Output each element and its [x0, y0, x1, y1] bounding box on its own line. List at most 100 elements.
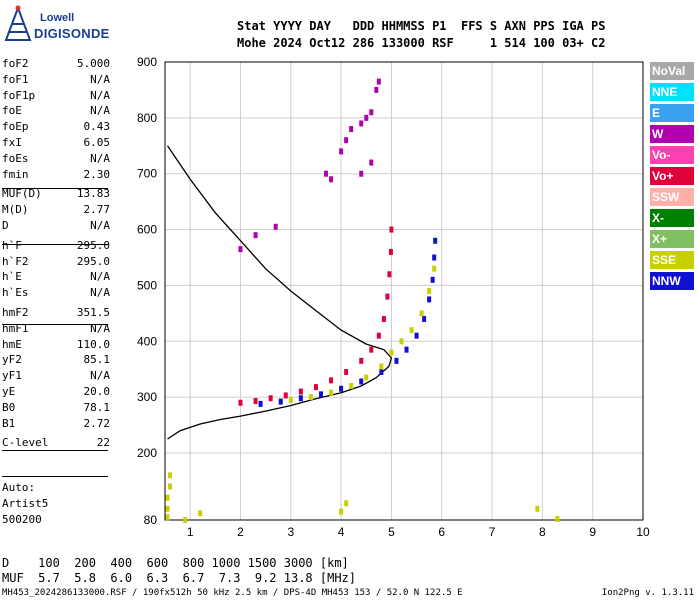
x-tick-label: 7 — [489, 525, 496, 539]
param-value: 78.1 — [83, 400, 111, 414]
param-value: N/A — [90, 151, 110, 165]
echo-point — [364, 374, 369, 381]
echo-point — [369, 109, 374, 116]
param-label: fxI — [2, 135, 22, 149]
x-tick-label: 1 — [187, 525, 194, 539]
lowell-digisonde-logo: Lowell DIGISONDE — [4, 4, 124, 44]
echo-point — [399, 338, 404, 345]
param-row: C-level 22 — [2, 435, 110, 451]
param-value: 22 — [96, 436, 110, 450]
echo-point — [273, 223, 278, 230]
param-row: foF1p N/A — [2, 88, 110, 104]
echo-point — [318, 391, 323, 398]
params-separator-2 — [2, 244, 108, 245]
legend-item: NNE — [650, 83, 694, 101]
chart-grid — [165, 61, 644, 521]
param-value: 2.30 — [83, 167, 111, 181]
param-row: foF1 N/A — [2, 72, 110, 88]
param-row: foEp 0.43 — [2, 119, 110, 135]
param-value: N/A — [90, 218, 110, 232]
param-row: B1 2.72 — [2, 416, 110, 432]
y-tick-label: 600 — [137, 223, 157, 237]
echo-point — [359, 170, 364, 177]
param-label: foEs — [2, 151, 29, 165]
param-value: 0.43 — [83, 120, 111, 134]
param-label: fmin — [2, 167, 29, 181]
param-value: N/A — [90, 286, 110, 300]
y-tick-label: 200 — [137, 446, 157, 460]
echo-point — [268, 395, 273, 402]
param-row: h`F 295.0 — [2, 238, 110, 254]
param-label: hmF1 — [2, 321, 29, 335]
echo-traces — [165, 78, 560, 523]
electron-density-profile — [166, 145, 393, 440]
echo-point — [359, 357, 364, 364]
x-tick-label: 8 — [539, 525, 546, 539]
param-row: M(D) 2.77 — [2, 202, 110, 218]
param-value: N/A — [90, 72, 110, 86]
header-row1: Stat YYYY DAY DDD HHMMSS P1 FFS S AXN PP… — [237, 19, 606, 33]
echo-point — [430, 276, 435, 283]
echo-point — [339, 508, 344, 515]
param-value: 2.72 — [83, 416, 111, 430]
echo-point — [238, 399, 243, 406]
polarization-legend: NoVal NNE E W Vo- Vo+ SSW X- X+ SSE NNW — [650, 62, 694, 293]
echo-point — [369, 346, 374, 353]
muf-distance-table: D 100 200 400 600 800 1000 1500 3000 [km… — [2, 556, 356, 586]
param-row: foEs N/A — [2, 151, 110, 167]
echo-point — [381, 315, 386, 322]
logo-line1: Lowell — [40, 12, 75, 24]
params-separator-3 — [2, 324, 108, 325]
y-tick-label: 800 — [137, 111, 157, 125]
param-label: yE — [2, 384, 16, 398]
echo-point — [168, 472, 173, 479]
echo-point — [165, 505, 170, 512]
params-separator-1 — [2, 188, 108, 189]
echo-point — [165, 514, 170, 521]
distance-row: D 100 200 400 600 800 1000 1500 3000 [km… — [2, 556, 349, 570]
param-row: MUF(D) 13.83 — [2, 186, 110, 202]
param-label: hmE — [2, 337, 22, 351]
param-label: h`F — [2, 238, 22, 252]
echo-point — [555, 515, 560, 522]
legend-item: NNW — [650, 272, 694, 290]
param-label: foF1p — [2, 88, 36, 102]
profile-line — [166, 145, 393, 440]
echo-point — [288, 396, 293, 403]
echo-point — [329, 377, 334, 384]
echo-point — [313, 384, 318, 391]
param-value: 295.0 — [76, 254, 110, 268]
echo-point — [278, 398, 283, 405]
echo-point — [298, 395, 303, 402]
x-tick-label: 9 — [589, 525, 596, 539]
echo-point — [432, 254, 437, 261]
param-value: 20.0 — [83, 384, 111, 398]
param-row: hmE 110.0 — [2, 337, 110, 353]
echo-point — [283, 392, 288, 399]
footer-version: Ion2Png v. 1.3.11 — [601, 588, 694, 598]
echo-point — [379, 363, 384, 370]
echo-point — [183, 517, 188, 523]
auto-line3: 500200 — [2, 513, 42, 526]
param-label: yF1 — [2, 369, 22, 383]
param-row: h`E N/A — [2, 269, 110, 285]
echo-point — [168, 483, 173, 490]
y-tick-label: 300 — [137, 390, 157, 404]
param-row: fxI 6.05 — [2, 135, 110, 151]
echo-point — [369, 159, 374, 166]
echo-point — [308, 394, 313, 401]
param-label: M(D) — [2, 203, 29, 217]
param-row: hmF1 N/A — [2, 321, 110, 337]
params-separator-4 — [2, 450, 108, 451]
x-tick-label: 3 — [287, 525, 294, 539]
legend-item: Vo+ — [650, 167, 694, 185]
echo-point — [388, 248, 393, 255]
param-label: yF2 — [2, 353, 22, 367]
param-row: B0 78.1 — [2, 400, 110, 416]
echo-point — [387, 271, 392, 278]
legend-item: E — [650, 104, 694, 122]
param-value: N/A — [90, 104, 110, 118]
echo-point — [394, 357, 399, 364]
echo-point — [389, 226, 394, 233]
x-tick-label: 10 — [636, 525, 650, 539]
